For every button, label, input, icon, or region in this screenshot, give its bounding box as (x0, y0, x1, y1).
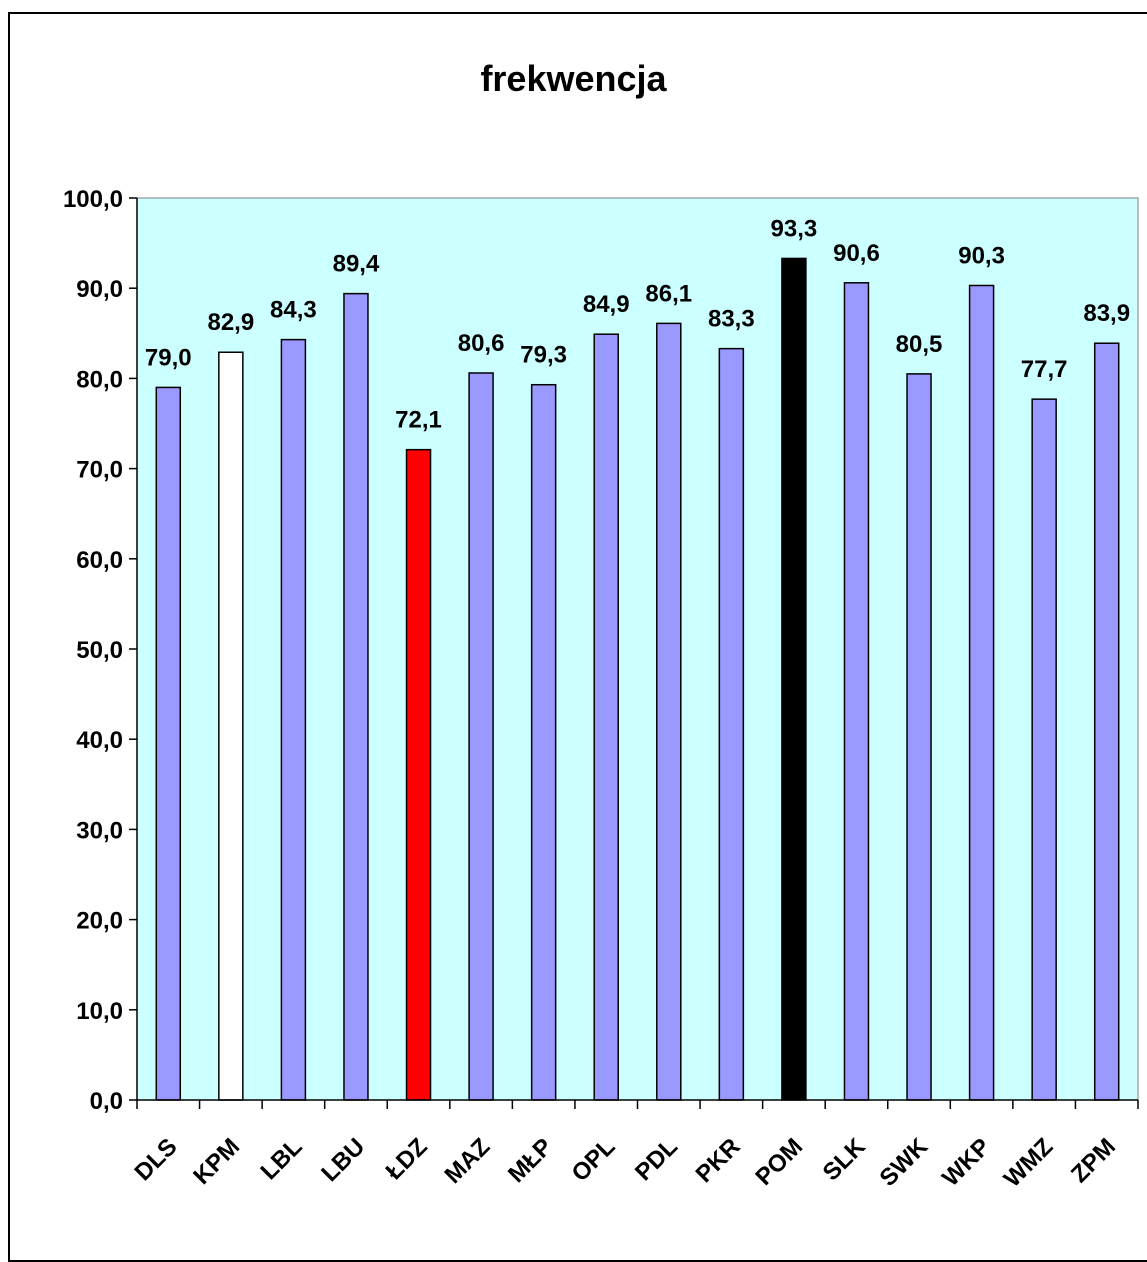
y-tick-label: 10,0 (76, 998, 123, 1025)
y-tick-label: 90,0 (76, 276, 123, 303)
data-label: 84,3 (270, 297, 317, 324)
data-label: 72,1 (395, 407, 442, 434)
y-tick-label: 30,0 (76, 817, 123, 844)
data-label: 79,3 (520, 342, 567, 369)
x-tick-label: SLK (818, 1133, 872, 1187)
y-tick-label: 80,0 (76, 366, 123, 393)
data-label: 89,4 (333, 251, 380, 278)
y-tick-label: 60,0 (76, 547, 123, 574)
bar (968, 284, 995, 1101)
bar (155, 386, 182, 1101)
bar (906, 373, 932, 1101)
y-tick-label: 20,0 (76, 908, 123, 935)
bar (343, 292, 369, 1101)
x-tick-label: ZPM (1066, 1133, 1121, 1188)
x-tick-label: DLS (129, 1133, 182, 1186)
data-label: 90,6 (833, 240, 880, 267)
y-tick-label: 40,0 (76, 727, 123, 754)
data-label: 93,3 (771, 215, 818, 242)
chart-title: frekwencja (480, 58, 667, 99)
data-label: 82,9 (207, 309, 254, 336)
data-label: 83,9 (1083, 300, 1130, 327)
data-label: 90,3 (958, 242, 1005, 269)
data-label: 84,9 (583, 291, 630, 318)
bar (593, 333, 619, 1101)
bar (280, 338, 307, 1101)
x-tick-label: POM (750, 1133, 808, 1191)
bar (1093, 342, 1120, 1101)
x-tick-label: ŁDZ (381, 1133, 433, 1185)
bar (218, 351, 244, 1101)
x-tick-label: OPL (566, 1133, 620, 1187)
bar (656, 322, 682, 1101)
x-tick-label: MŁP (503, 1133, 558, 1188)
y-tick-label: 50,0 (76, 637, 123, 664)
bar (468, 372, 494, 1101)
data-label: 80,5 (896, 331, 943, 358)
data-label: 83,3 (708, 306, 755, 333)
y-tick-label: 100,0 (63, 186, 123, 213)
data-label: 79,0 (145, 344, 192, 371)
data-label: 86,1 (645, 280, 692, 307)
bar (1031, 398, 1057, 1101)
x-tick-label: WMZ (999, 1133, 1059, 1193)
y-tick-label: 70,0 (76, 457, 123, 484)
data-label: 77,7 (1021, 356, 1068, 383)
bar (843, 282, 870, 1101)
x-tick-label: WKP (937, 1133, 996, 1192)
bar (718, 347, 745, 1101)
bar (781, 257, 807, 1101)
bar (405, 448, 432, 1101)
data-label: 80,6 (458, 330, 505, 357)
x-tick-label: LBU (316, 1133, 370, 1187)
y-tick-label: 0,0 (90, 1088, 123, 1115)
x-tick-label: LBL (256, 1133, 308, 1185)
x-tick-label: PKR (691, 1133, 746, 1188)
x-tick-label: PDL (630, 1133, 683, 1186)
bar (530, 383, 557, 1101)
x-tick-label: MAZ (439, 1133, 495, 1189)
x-tick-label: KPM (188, 1133, 245, 1190)
x-tick-label: SWK (875, 1133, 934, 1192)
